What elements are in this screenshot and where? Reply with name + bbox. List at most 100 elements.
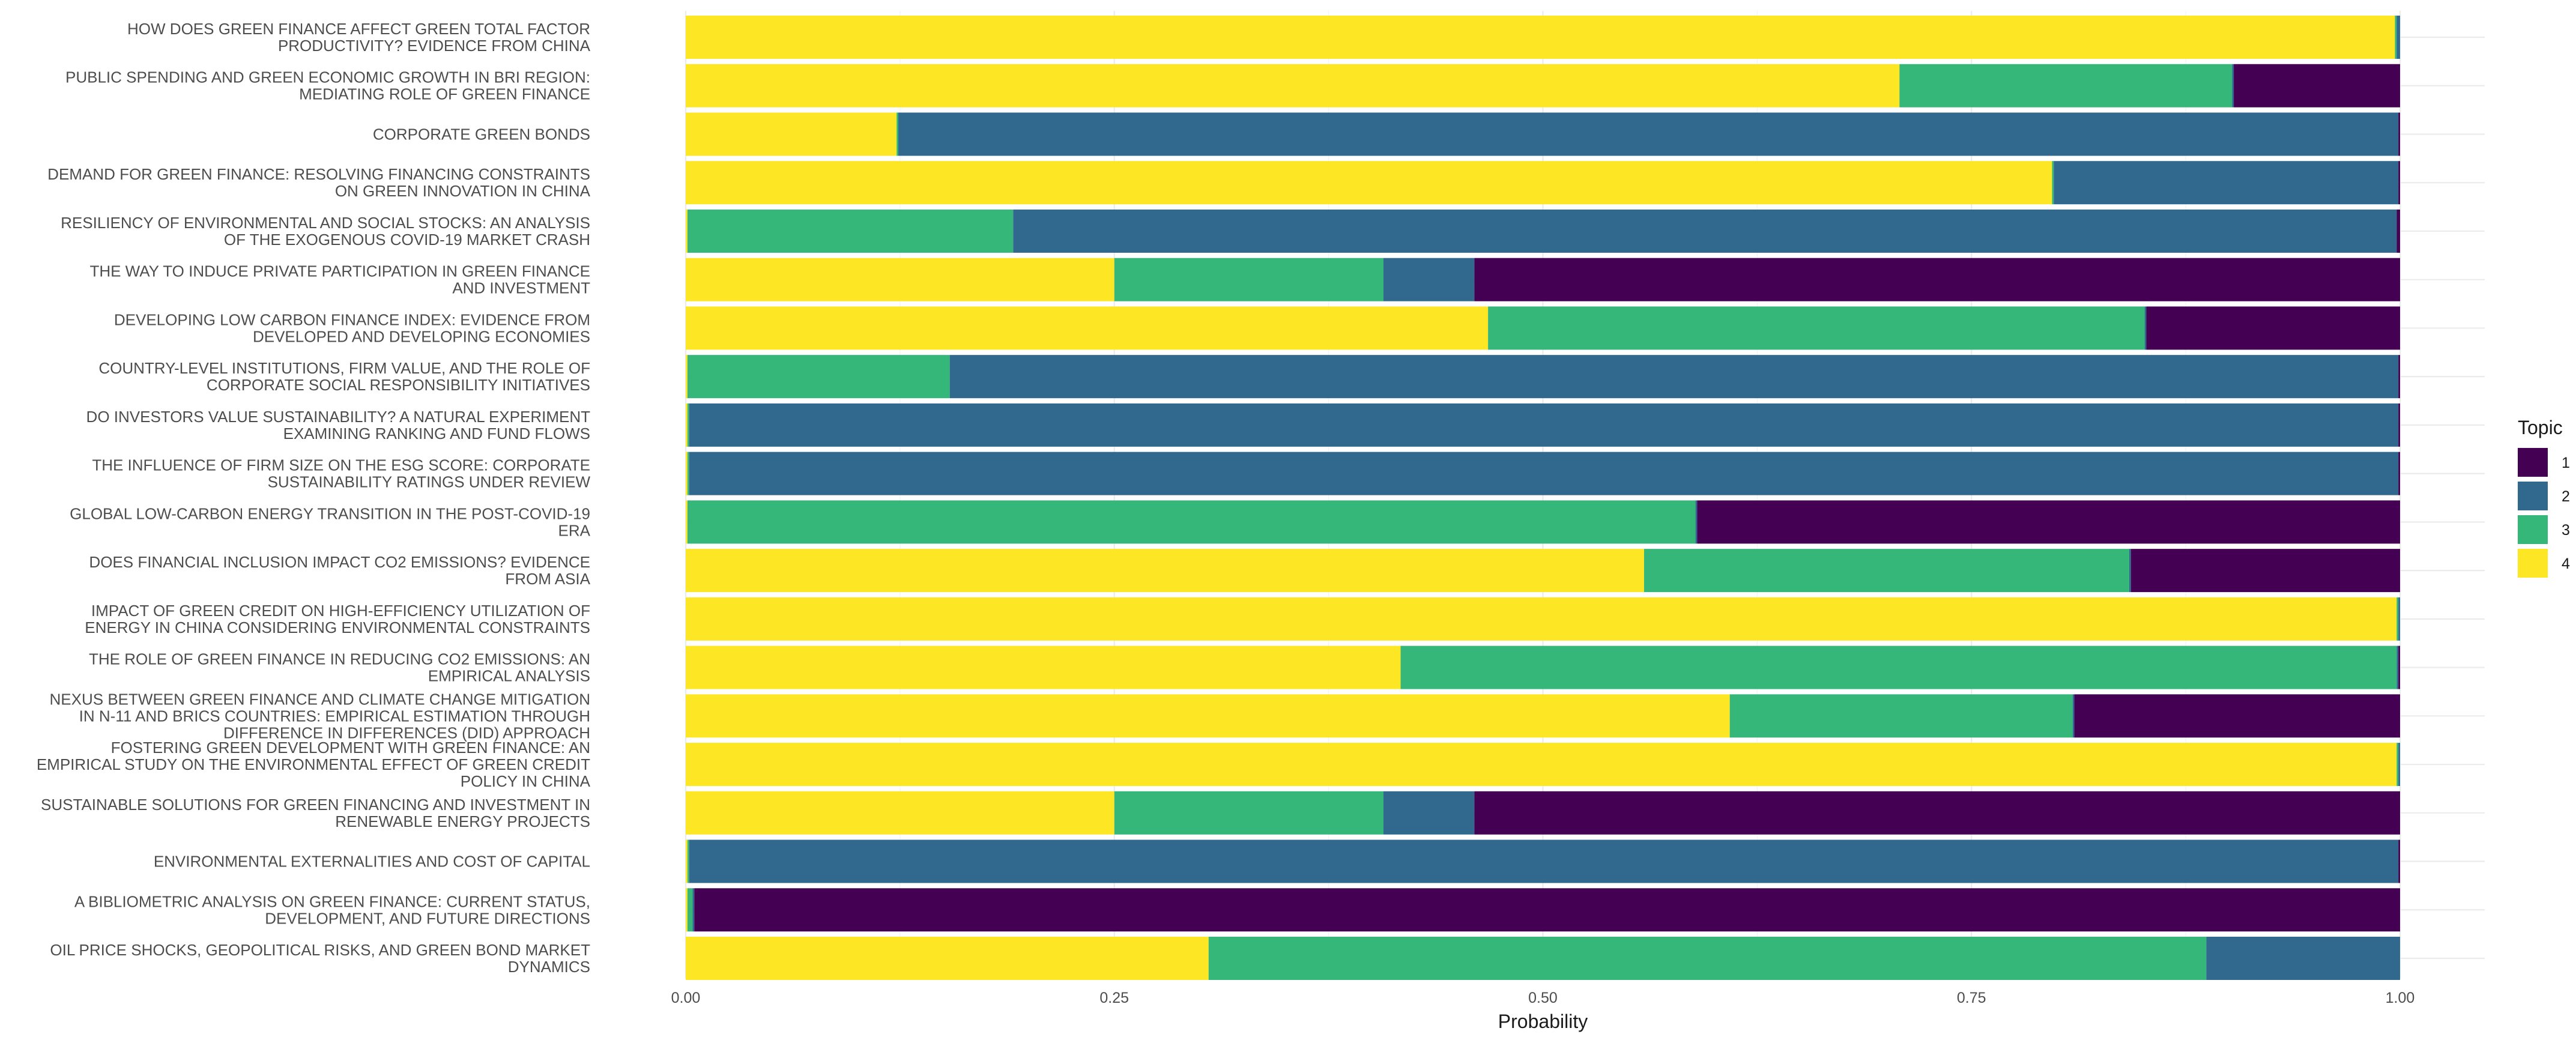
- bar-segment-topic-2: [2398, 743, 2400, 787]
- legend-swatch-topic-1: [2518, 448, 2548, 477]
- bar-segment-topic-4: [686, 694, 1730, 738]
- legend-title: Topic: [2518, 417, 2563, 438]
- bar-segment-topic-3: [1643, 549, 2129, 593]
- bar-segment-topic-2: [898, 112, 2399, 156]
- bar-segment-topic-2: [689, 403, 2399, 447]
- bar-segment-topic-3: [687, 888, 693, 932]
- category-label: THE WAY TO INDUCE PRIVATE PARTICIPATION …: [89, 262, 590, 297]
- legend-label: 3: [2562, 522, 2570, 539]
- bar-segment-topic-2: [2054, 161, 2399, 205]
- bar-segment-topic-4: [686, 16, 2395, 59]
- bar-segment-topic-4: [686, 645, 1401, 689]
- bar-segment-topic-3: [687, 209, 1014, 253]
- bar-segment-topic-3: [1729, 694, 2073, 738]
- x-tick-label: 0.50: [1528, 990, 1558, 1006]
- legend-label: 1: [2562, 455, 2570, 471]
- bar-segment-topic-4: [686, 937, 1209, 980]
- bar-segment-topic-3: [1400, 645, 2397, 689]
- bar-segment-topic-1: [2398, 645, 2400, 689]
- bar-segment-topic-3: [1114, 791, 1383, 835]
- bar-segment-topic-2: [2206, 937, 2400, 980]
- bar-segment-topic-3: [1114, 258, 1383, 301]
- bar-segment-topic-2: [1013, 209, 2397, 253]
- bar-segment-topic-1: [2074, 694, 2400, 738]
- category-labels: HOW DOES GREEN FINANCE AFFECT GREEN TOTA…: [37, 20, 591, 976]
- category-label: DOES FINANCIAL INCLUSION IMPACT CO2 EMIS…: [89, 553, 590, 588]
- category-label: GLOBAL LOW-CARBON ENERGY TRANSITION IN T…: [70, 504, 591, 539]
- category-label: COUNTRY-LEVEL INSTITUTIONS, FIRM VALUE, …: [98, 359, 590, 394]
- bar-segment-topic-4: [686, 888, 688, 932]
- category-label: DEMAND FOR GREEN FINANCE: RESOLVING FINA…: [47, 165, 590, 200]
- category-label: CORPORATE GREEN BONDS: [373, 125, 590, 143]
- bar-segment-topic-3: [2395, 16, 2397, 59]
- category-label: DEVELOPING LOW CARBON FINANCE INDEX: EVI…: [114, 310, 590, 345]
- category-label: OIL PRICE SHOCKS, GEOPOLITICAL RISKS, AN…: [50, 941, 590, 976]
- bar-segment-topic-4: [686, 161, 2052, 205]
- bar-segment-topic-1: [2398, 403, 2400, 447]
- bar-segment-topic-1: [1474, 258, 2400, 301]
- category-label: NEXUS BETWEEN GREEN FINANCE AND CLIMATE …: [50, 690, 590, 742]
- category-label: RESILIENCY OF ENVIRONMENTAL AND SOCIAL S…: [61, 214, 590, 249]
- legend-label: 2: [2562, 488, 2570, 505]
- bar-segment-topic-2: [1383, 258, 1475, 301]
- bar-segment-topic-4: [686, 112, 897, 156]
- bar-segment-topic-3: [1899, 64, 2233, 107]
- bar-segment-topic-2: [692, 888, 695, 932]
- bar-segment-topic-2: [2144, 306, 2147, 350]
- bar-segment-topic-2: [2129, 549, 2131, 593]
- category-label: PUBLIC SPENDING AND GREEN ECONOMIC GROWT…: [65, 68, 590, 103]
- bar-segment-topic-3: [896, 112, 899, 156]
- x-ticks: 0.00 0.25 0.50 0.75 1.00: [671, 990, 2415, 1006]
- bar-segment-topic-1: [694, 888, 2401, 932]
- category-label: FOSTERING GREEN DEVELOPMENT WITH GREEN F…: [37, 739, 591, 790]
- bar-segment-topic-4: [686, 64, 1900, 107]
- bar-segment-topic-4: [686, 839, 688, 883]
- bar-segment-topic-1: [2398, 452, 2400, 495]
- x-tick-label: 0.00: [671, 990, 701, 1006]
- x-axis-title: Probability: [1498, 1011, 1588, 1032]
- bar-segment-topic-1: [2130, 549, 2400, 593]
- bar-segment-topic-1: [2398, 161, 2400, 205]
- bar-segment-topic-2: [2396, 16, 2400, 59]
- bar-segment-topic-4: [686, 452, 688, 495]
- bar-segment-topic-3: [2052, 161, 2054, 205]
- legend-swatch-topic-4: [2518, 549, 2548, 578]
- bar-segment-topic-1: [1697, 500, 2400, 544]
- category-label: SUSTAINABLE SOLUTIONS FOR GREEN FINANCIN…: [41, 796, 590, 830]
- legend-label: 4: [2562, 555, 2570, 572]
- category-label: A BIBLIOMETRIC ANALYSIS ON GREEN FINANCE…: [74, 892, 590, 927]
- bars: [686, 16, 2401, 980]
- bar-segment-topic-1: [2146, 306, 2400, 350]
- bar-segment-topic-4: [686, 209, 688, 253]
- category-label: IMPACT OF GREEN CREDIT ON HIGH-EFFICIENC…: [85, 602, 590, 636]
- bar-segment-topic-4: [686, 597, 2397, 641]
- x-tick-label: 0.75: [1957, 990, 1986, 1006]
- category-label: ENVIRONMENTAL EXTERNALITIES AND COST OF …: [154, 853, 590, 871]
- bar-segment-topic-3: [687, 403, 689, 447]
- bar-segment-topic-3: [687, 452, 689, 495]
- bar-segment-topic-3: [2396, 743, 2399, 787]
- bar-segment-topic-1: [2398, 355, 2400, 399]
- bar-segment-topic-2: [689, 839, 2399, 883]
- x-tick-label: 0.25: [1099, 990, 1129, 1006]
- bar-segment-topic-4: [686, 743, 2397, 787]
- bar-segment-topic-1: [2396, 209, 2400, 253]
- legend: Topic 1 2 3 4: [2518, 417, 2570, 578]
- category-label: THE ROLE OF GREEN FINANCE IN REDUCING CO…: [89, 650, 590, 685]
- bar-segment-topic-1: [2398, 839, 2400, 883]
- bar-segment-topic-1: [2234, 64, 2400, 107]
- bar-segment-topic-2: [2396, 645, 2399, 689]
- bar-segment-topic-2: [2072, 694, 2075, 738]
- bar-segment-topic-3: [687, 839, 689, 883]
- x-tick-label: 1.00: [2386, 990, 2415, 1006]
- bar-segment-topic-3: [1208, 937, 2207, 980]
- category-label: THE INFLUENCE OF FIRM SIZE ON THE ESG SC…: [92, 456, 590, 491]
- bar-segment-topic-4: [686, 306, 1489, 350]
- bar-segment-topic-2: [2398, 597, 2400, 641]
- category-label: DO INVESTORS VALUE SUSTAINABILITY? A NAT…: [86, 408, 591, 443]
- bar-segment-topic-4: [686, 500, 688, 544]
- bar-segment-topic-2: [689, 452, 2399, 495]
- bar-segment-topic-2: [949, 355, 2399, 399]
